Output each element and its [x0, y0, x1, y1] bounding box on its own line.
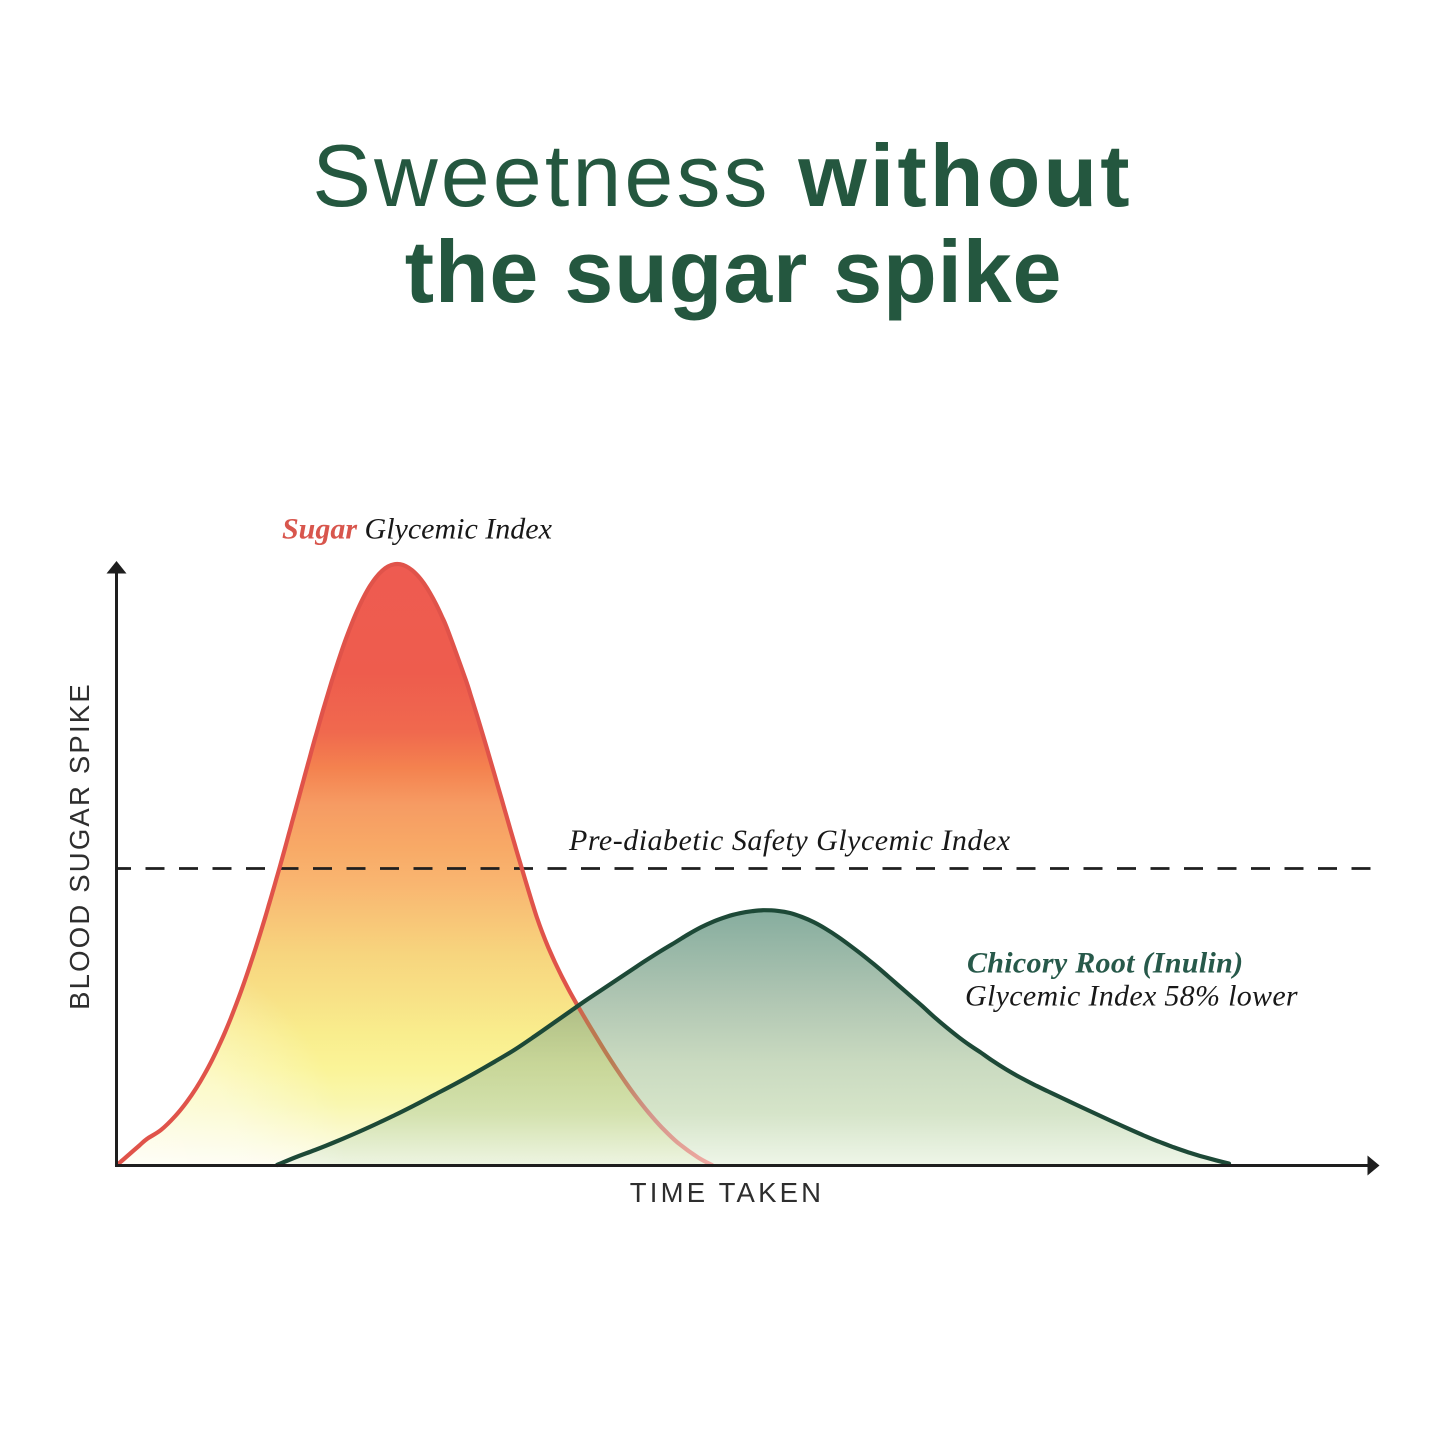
svg-text:BLOOD SUGAR SPIKE: BLOOD SUGAR SPIKE	[64, 682, 95, 1010]
svg-text:Sugar Glycemic Index: Sugar Glycemic Index	[282, 513, 553, 546]
svg-text:Glycemic Index 58% lower: Glycemic Index 58% lower	[965, 980, 1298, 1013]
svg-text:Pre-diabetic Safety Glycemic I: Pre-diabetic Safety Glycemic Index	[568, 824, 1011, 857]
svg-text:TIME TAKEN: TIME TAKEN	[630, 1177, 824, 1208]
svg-text:Chicory Root (Inulin): Chicory Root (Inulin)	[967, 947, 1243, 980]
